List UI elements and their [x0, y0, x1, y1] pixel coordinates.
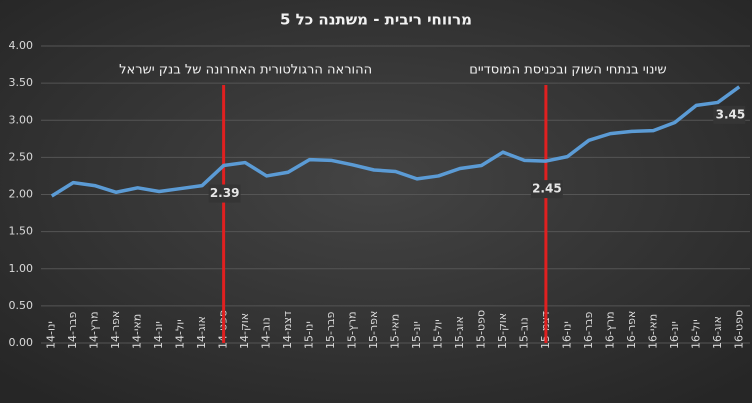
x-tick-label: יול-15 [431, 319, 444, 349]
x-tick-label: פבר-14 [66, 311, 79, 349]
label-bg [713, 105, 746, 124]
y-tick-label: 1.00 [9, 262, 34, 275]
marker-text: ההוראה הרגולטורית האחרונה של בנק ישראל [119, 63, 372, 78]
x-tick-label: דצמ-14 [281, 311, 294, 349]
x-tick-label: יול-16 [689, 319, 702, 349]
x-tick-label: ינו-16 [560, 321, 573, 349]
y-tick-label: 4.00 [9, 39, 34, 52]
y-tick-label: 2.00 [9, 188, 34, 201]
y-tick-label: 2.50 [9, 150, 34, 163]
x-tick-label: מאי-15 [389, 314, 402, 349]
x-tick-label: אוג-16 [711, 316, 724, 349]
x-tick-label: יונ-14 [152, 321, 165, 349]
x-tick-label: יול-14 [174, 319, 187, 349]
line [50, 85, 741, 198]
data-label: 2.45 [532, 182, 562, 196]
x-tick-label: אפר-16 [625, 311, 638, 349]
y-tick-label: 3.00 [9, 113, 34, 126]
x-tick-label: פבר-16 [582, 311, 595, 349]
x-tick-label: מאי-14 [131, 314, 144, 349]
y-tick-label: 0.00 [9, 336, 34, 349]
x-tick-label: יונ-16 [668, 321, 681, 349]
data-label: 3.45 [716, 107, 746, 121]
x-tick-label: ינו-15 [303, 321, 316, 349]
label-bg [208, 184, 241, 203]
x-tick-label: ספט-15 [474, 310, 487, 349]
x-tick-label: מרץ-16 [603, 311, 616, 349]
chart-title: מרווחי ריבית - משתנה כל 5 [280, 11, 472, 29]
x-tick-label: אוג-14 [195, 316, 208, 349]
x-tick-label: נוב-14 [260, 317, 273, 349]
x-tick-label: אפר-15 [367, 311, 380, 349]
label-bg [530, 180, 563, 199]
x-tick-label: פבר-15 [324, 311, 337, 349]
x-tick-label: ינו-14 [45, 321, 58, 349]
y-tick-label: 3.50 [9, 76, 34, 89]
x-tick-label: מרץ-14 [88, 311, 101, 349]
x-tick-label: אוק-15 [496, 313, 509, 349]
y-tick-label: 1.50 [9, 225, 34, 238]
y-tick-label: 0.50 [9, 299, 34, 312]
x-tick-label: מרץ-15 [346, 311, 359, 349]
x-tick-label: יונ-15 [410, 321, 423, 349]
x-tick-label: אפר-14 [109, 311, 122, 349]
marker-text: שינוי בנתחי השוק ובכניסת המוסדיים [469, 63, 666, 78]
x-tick-label: ספט-16 [732, 310, 745, 349]
x-tick-label: אוג-15 [453, 316, 466, 349]
data-label: 2.39 [210, 186, 240, 200]
x-tick-label: נוב-15 [517, 317, 530, 349]
x-tick-label: מאי-16 [646, 314, 659, 349]
x-tick-label: אוק-14 [238, 313, 251, 349]
